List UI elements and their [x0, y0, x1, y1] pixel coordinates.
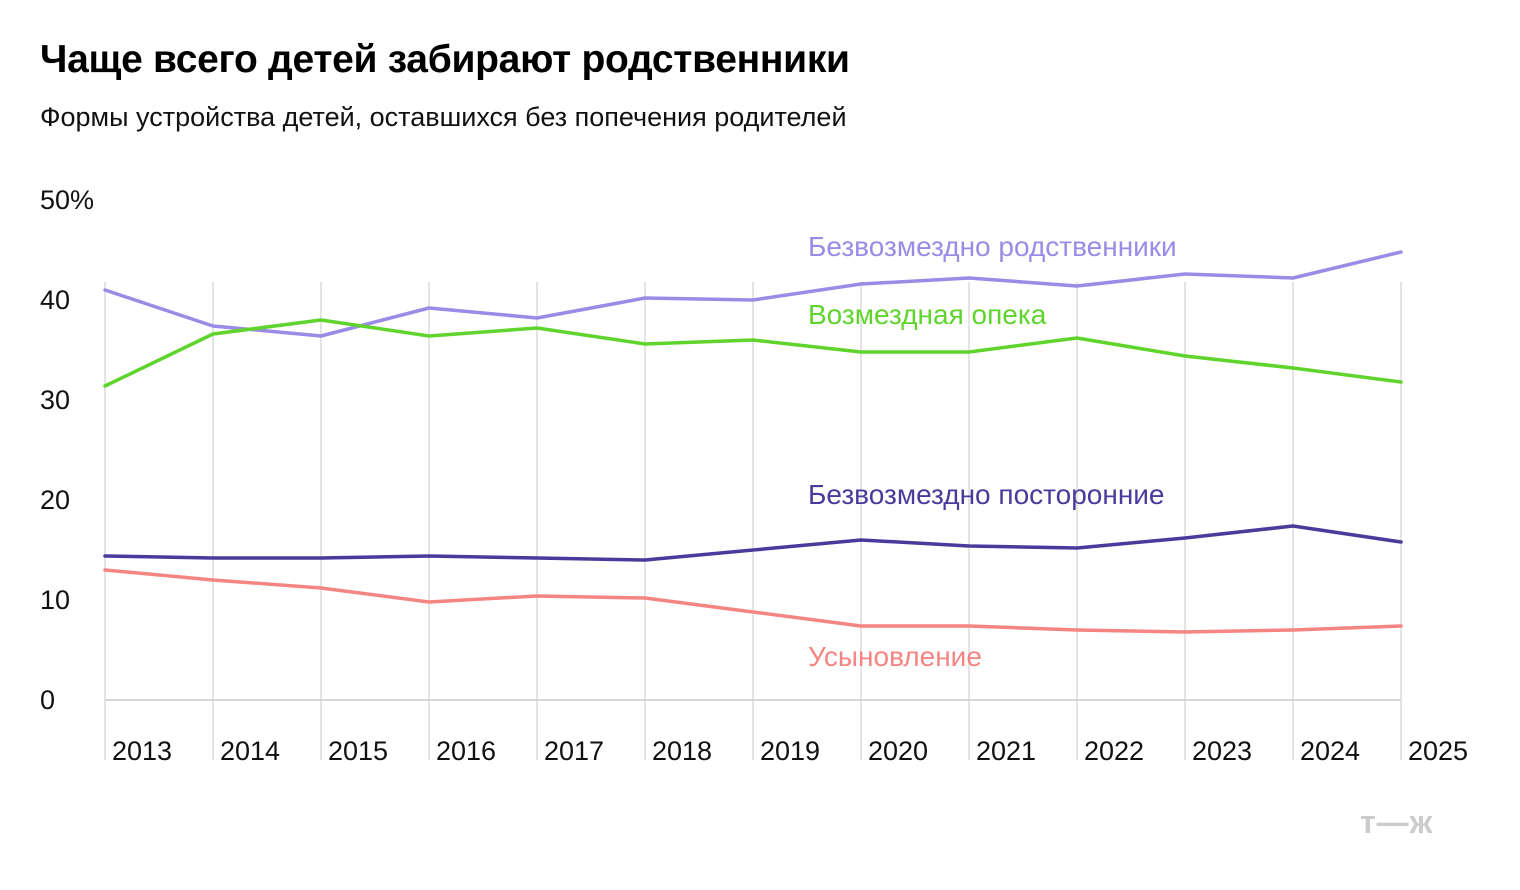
series-lines [103, 250, 1403, 634]
series-labels: Безвозмездно родственники Возмездная опек… [808, 231, 1177, 672]
brand-logo: т—ж [1360, 804, 1434, 840]
x-tick-label: 2022 [1084, 736, 1144, 766]
y-tick-label: 40 [40, 285, 70, 315]
x-tick-label: 2016 [436, 736, 496, 766]
x-tick-label: 2020 [868, 736, 928, 766]
x-tick-label: 2017 [544, 736, 604, 766]
y-tick-label: 50% [40, 185, 94, 215]
series-line-2 [103, 318, 1403, 388]
x-axis-ticks: 2013 2014 2015 2016 2017 2018 2019 2020 2021 2022… [112, 736, 1468, 766]
x-tick-label: 2019 [760, 736, 820, 766]
y-tick-label: 0 [40, 685, 55, 715]
y-tick-label: 20 [40, 485, 70, 515]
x-tick-label: 2025 [1408, 736, 1468, 766]
chart-subtitle: Формы устройства детей, оставшихся без п… [40, 102, 847, 132]
chart-title: Чаще всего детей забирают родственники [40, 38, 850, 81]
y-tick-label: 10 [40, 585, 70, 615]
x-tick-label: 2014 [220, 736, 280, 766]
series-line-1 [103, 250, 1403, 338]
x-tick-label: 2021 [976, 736, 1036, 766]
x-tick-label: 2023 [1192, 736, 1252, 766]
series-label-4: Усыновление [808, 641, 982, 672]
x-tick-label: 2024 [1300, 736, 1360, 766]
x-tick-label: 2013 [112, 736, 172, 766]
series-label-1: Безвозмездно родственники [808, 231, 1177, 262]
x-tick-label: 2018 [652, 736, 712, 766]
series-line-3 [103, 524, 1403, 562]
series-line-4 [103, 568, 1403, 634]
series-label-3: Безвозмездно посторонние [808, 479, 1165, 510]
gridlines [104, 282, 1402, 760]
series-label-2: Возмездная опека [808, 299, 1047, 330]
y-tick-label: 30 [40, 385, 70, 415]
y-axis-ticks: 0 10 20 30 40 50% [40, 185, 94, 715]
x-tick-label: 2015 [328, 736, 388, 766]
